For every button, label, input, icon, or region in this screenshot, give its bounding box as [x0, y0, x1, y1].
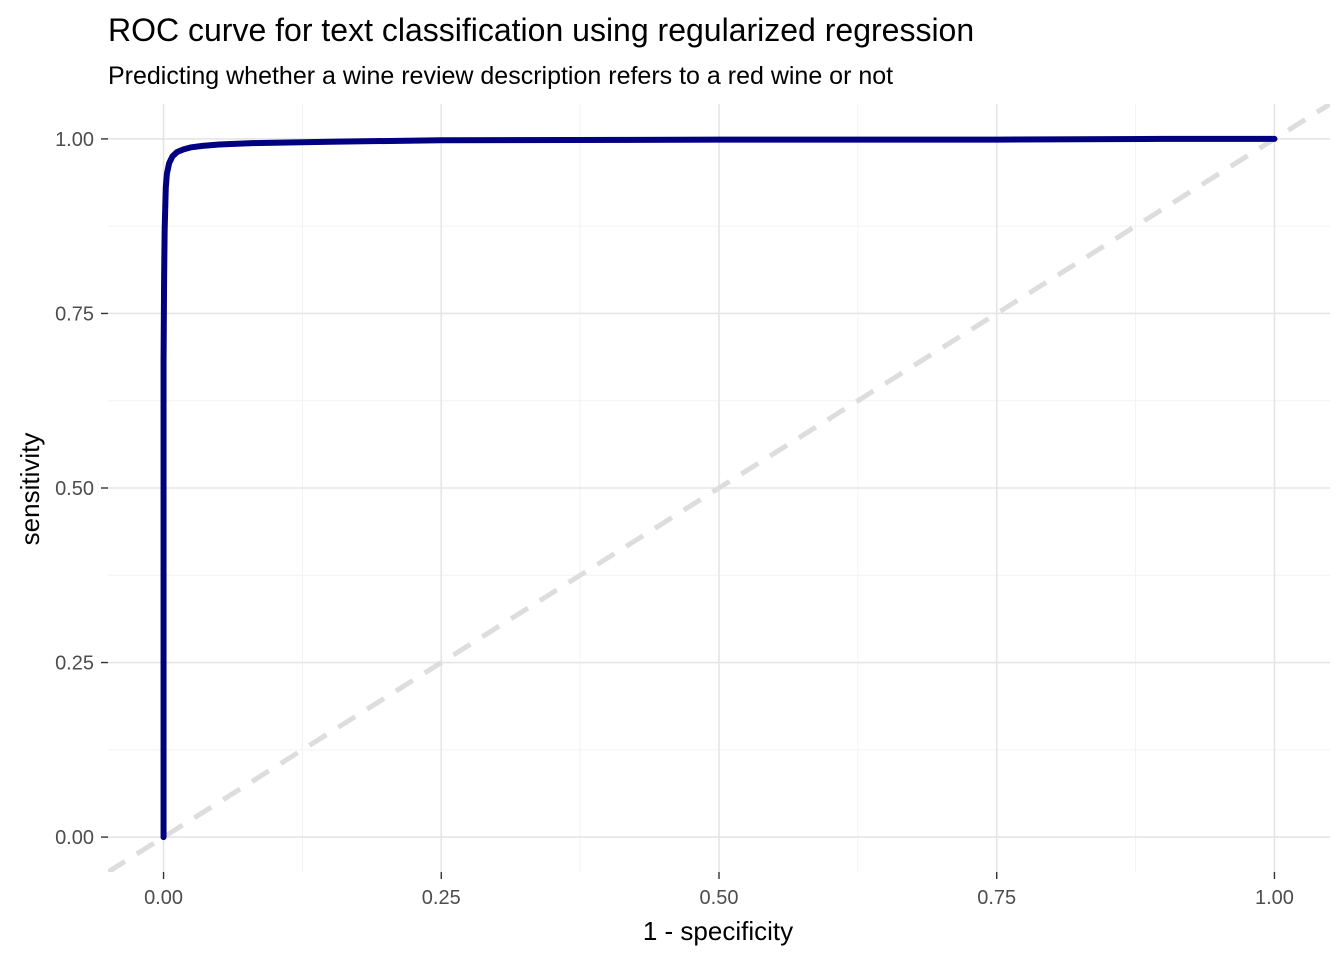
- reference-line-group: [108, 104, 1330, 872]
- y-tick-label: 0.75: [55, 303, 94, 325]
- x-tick-label: 0.00: [144, 887, 183, 909]
- y-tick-label: 0.00: [55, 827, 94, 849]
- y-tick-label: 1.00: [55, 129, 94, 151]
- x-tick-label: 1.00: [1255, 887, 1294, 909]
- chart-subtitle: Predicting whether a wine review descrip…: [108, 62, 893, 90]
- x-tick-label: 0.25: [422, 887, 461, 909]
- y-axis-title: sensitivity: [15, 433, 45, 546]
- x-tick-label: 0.50: [700, 887, 739, 909]
- reference-diagonal-line: [108, 104, 1330, 872]
- series-group: [160, 135, 1278, 841]
- roc-curve-line: [160, 135, 1278, 841]
- x-axis-title: 1 - specificity: [643, 916, 793, 946]
- y-tick-label: 0.50: [55, 478, 94, 500]
- y-tick-label: 0.25: [55, 653, 94, 675]
- x-tick-label: 0.75: [977, 887, 1016, 909]
- tick-labels: 0.00 0.25 0.50 0.75 1.00 0.00 0.25 0.50 0.75 1.00: [55, 129, 1294, 909]
- axis-ticks: [101, 138, 1276, 879]
- chart-title: ROC curve for text classification using …: [108, 12, 974, 48]
